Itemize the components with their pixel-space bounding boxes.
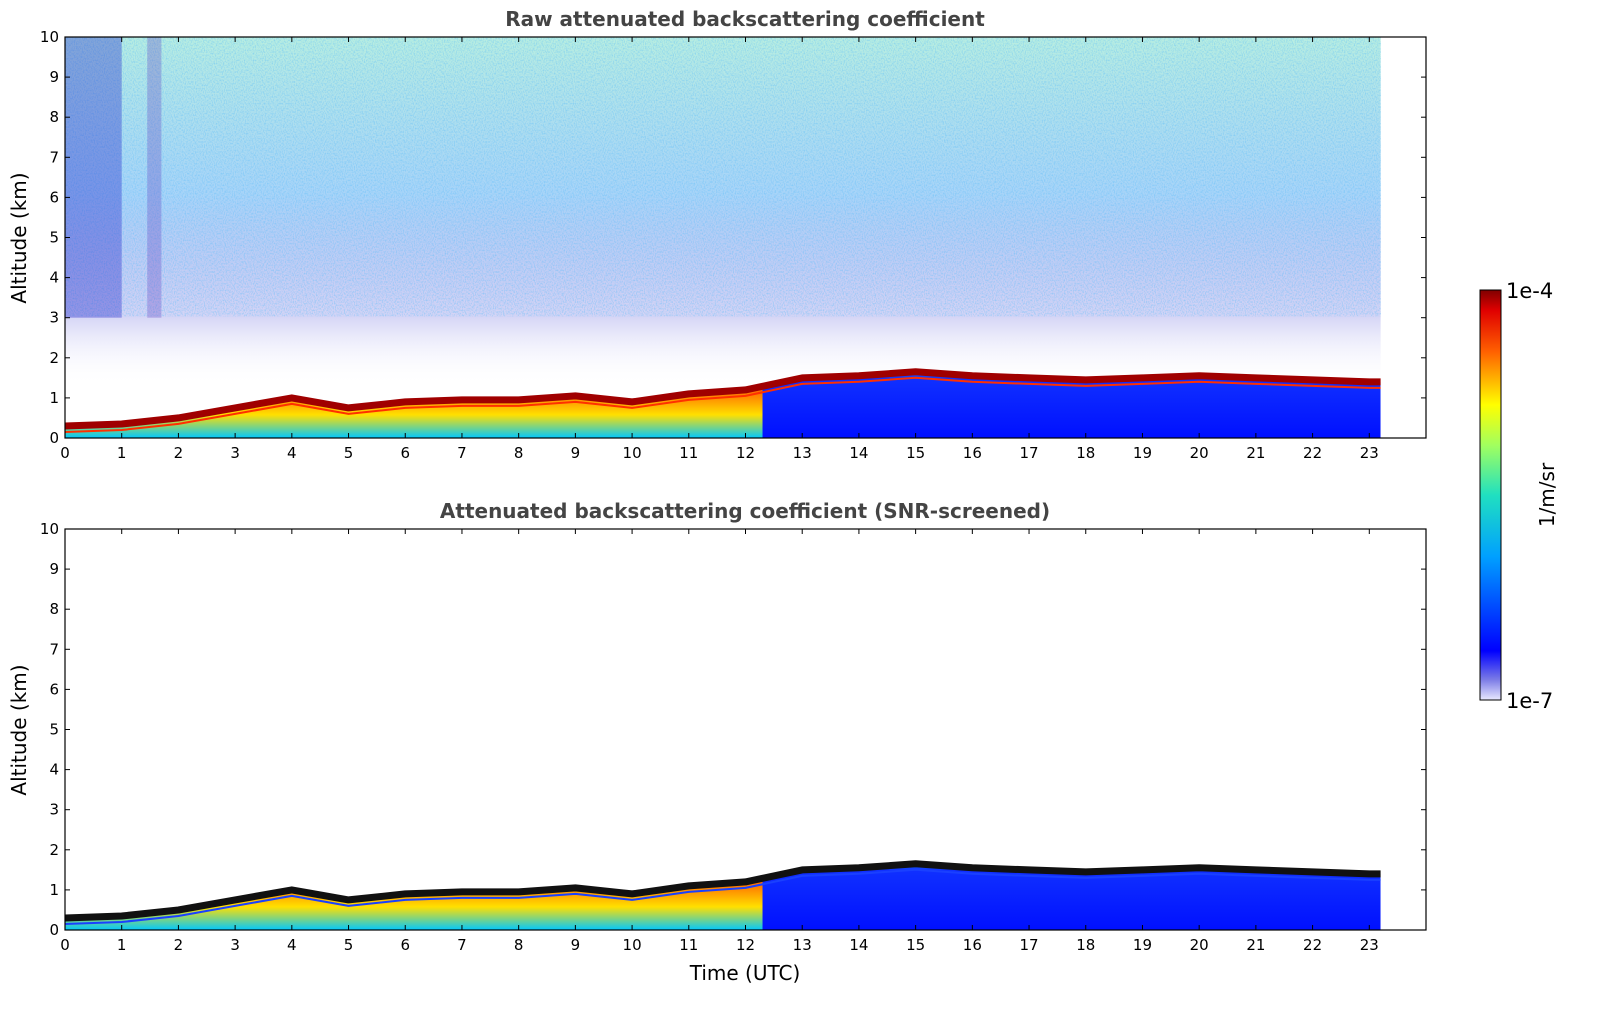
x-tick-label: 15 (906, 936, 925, 954)
x-tick-label: 12 (736, 936, 755, 954)
x-tick-label: 3 (230, 444, 240, 462)
boundary-layer-top-edge (64, 368, 1381, 430)
y-tick-label: 8 (49, 600, 59, 618)
early-noise-column (147, 37, 162, 318)
y-tick-label: 1 (49, 389, 59, 407)
colorbar-gradient (1479, 289, 1502, 701)
x-tick-label: 20 (1190, 444, 1209, 462)
x-tick-label: 23 (1360, 936, 1379, 954)
x-tick-label: 12 (736, 444, 755, 462)
y-tick-label: 9 (49, 560, 59, 578)
x-tick-label: 14 (849, 444, 868, 462)
noise-speckle (65, 37, 1381, 317)
boundary-layer-edge-glow (64, 868, 1381, 925)
panel-screened: Attenuated backscattering coefficient (S… (7, 499, 1427, 985)
x-tick-label: 16 (963, 444, 982, 462)
panel-raw-title: Raw attenuated backscattering coefficien… (505, 7, 985, 31)
x-tick-label: 1 (117, 444, 127, 462)
x-tick-label: 23 (1360, 444, 1379, 462)
y-tick-label: 8 (49, 108, 59, 126)
x-tick-label: 6 (400, 444, 410, 462)
y-tick-label: 3 (49, 309, 59, 327)
y-tick-label: 1 (49, 881, 59, 899)
screened-x-axis: 0 1 2 3 4 5 6 7 8 9 10 11 12 13 14 15 16 17 18 19 20 21 22 23 (60, 529, 1379, 954)
y-tick-label: 7 (49, 640, 59, 658)
raw-y-axis-label: Altitude (km) (7, 172, 31, 303)
boundary-layer-fill-night (762, 371, 1381, 438)
raw-boundary-layer (64, 368, 1381, 438)
y-tick-label: 5 (49, 721, 59, 739)
x-tick-label: 6 (400, 936, 410, 954)
boundary-layer-top-edge (64, 860, 1381, 922)
x-tick-label: 20 (1190, 936, 1209, 954)
x-tick-label: 10 (623, 444, 642, 462)
y-tick-label: 10 (40, 28, 59, 46)
boundary-layer-fill-night (762, 863, 1381, 930)
x-tick-label: 16 (963, 936, 982, 954)
x-tick-label: 8 (514, 444, 524, 462)
panel-screened-title: Attenuated backscattering coefficient (S… (440, 499, 1050, 523)
y-tick-label: 2 (49, 349, 59, 367)
x-tick-label: 10 (623, 936, 642, 954)
x-tick-label: 13 (793, 936, 812, 954)
y-tick-label: 10 (40, 520, 59, 538)
x-tick-label: 5 (344, 444, 354, 462)
x-tick-label: 1 (117, 936, 127, 954)
x-tick-label: 17 (1019, 936, 1038, 954)
x-tick-label: 9 (571, 444, 581, 462)
x-tick-label: 18 (1076, 936, 1095, 954)
x-tick-label: 4 (287, 936, 297, 954)
raw-noise-field (65, 37, 1381, 386)
x-tick-label: 22 (1303, 936, 1322, 954)
x-tick-label: 3 (230, 936, 240, 954)
x-tick-label: 22 (1303, 444, 1322, 462)
x-tick-label: 19 (1133, 936, 1152, 954)
y-tick-label: 4 (49, 269, 59, 287)
x-tick-label: 21 (1246, 444, 1265, 462)
y-tick-label: 3 (49, 801, 59, 819)
raw-y-axis: 0 1 2 3 4 5 6 7 8 9 10 (40, 28, 1426, 447)
x-tick-label: 14 (849, 936, 868, 954)
x-tick-label: 11 (679, 936, 698, 954)
x-tick-label: 4 (287, 444, 297, 462)
screened-boundary-layer (64, 860, 1381, 930)
x-tick-label: 17 (1019, 444, 1038, 462)
colorbar: 1e-4 1e-7 1/m/sr (1479, 279, 1559, 713)
x-tick-label: 21 (1246, 936, 1265, 954)
x-tick-label: 2 (174, 936, 184, 954)
x-tick-label: 2 (174, 444, 184, 462)
x-tick-label: 7 (457, 936, 467, 954)
y-tick-label: 7 (49, 148, 59, 166)
x-tick-label: 11 (679, 444, 698, 462)
x-tick-label: 0 (60, 936, 70, 954)
raw-x-axis: 0 1 2 3 4 5 6 7 8 9 10 11 12 13 14 15 16 17 18 19 20 21 22 23 (60, 37, 1379, 462)
screened-y-axis: 0 1 2 3 4 5 6 7 8 9 10 (40, 520, 1426, 939)
x-tick-label: 7 (457, 444, 467, 462)
y-tick-label: 6 (49, 188, 59, 206)
y-tick-label: 5 (49, 229, 59, 247)
x-tick-label: 8 (514, 936, 524, 954)
early-noise-column (65, 37, 122, 318)
boundary-layer-edge-glow (64, 376, 1381, 433)
colorbar-min-label: 1e-7 (1506, 689, 1553, 713)
colorbar-unit-label: 1/m/sr (1535, 462, 1559, 527)
x-tick-label: 0 (60, 444, 70, 462)
x-tick-label: 13 (793, 444, 812, 462)
x-tick-label: 15 (906, 444, 925, 462)
y-tick-label: 0 (49, 921, 59, 939)
x-tick-label: 18 (1076, 444, 1095, 462)
x-axis-label: Time (UTC) (689, 961, 801, 985)
x-tick-label: 9 (571, 936, 581, 954)
y-tick-label: 6 (49, 680, 59, 698)
x-tick-label: 5 (344, 936, 354, 954)
panel-raw: Raw attenuated backscattering coefficien… (7, 7, 1427, 462)
y-tick-label: 2 (49, 841, 59, 859)
x-tick-label: 19 (1133, 444, 1152, 462)
y-tick-label: 9 (49, 68, 59, 86)
colorbar-max-label: 1e-4 (1506, 279, 1553, 303)
y-tick-label: 4 (49, 761, 59, 779)
y-tick-label: 0 (49, 429, 59, 447)
screened-y-axis-label: Altitude (km) (7, 664, 31, 795)
